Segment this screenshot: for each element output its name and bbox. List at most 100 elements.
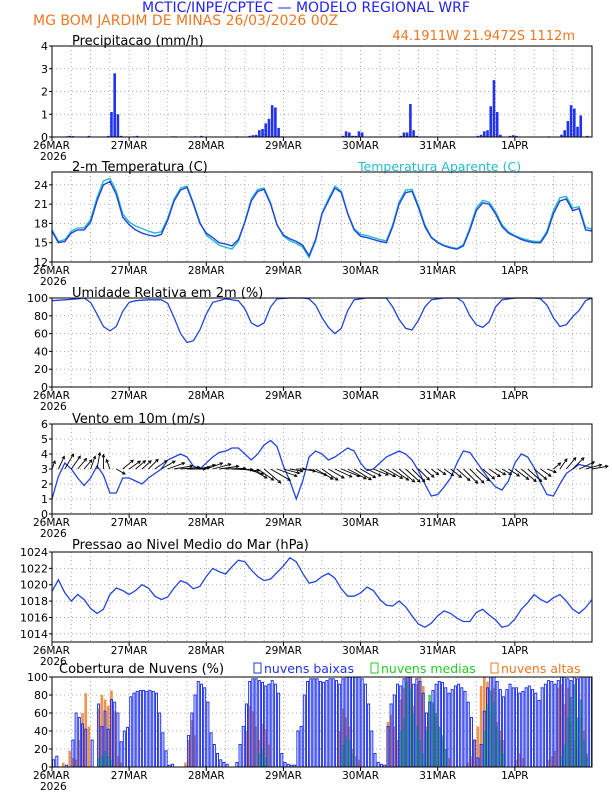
cloud-bar-baixas bbox=[370, 730, 374, 768]
y-tick-label: 1022 bbox=[20, 562, 48, 575]
y-tick-label: 60 bbox=[34, 328, 48, 341]
wind-arrow-head bbox=[137, 460, 142, 465]
x-tick-label: 28MAR bbox=[188, 645, 225, 657]
cloud-bar-altas bbox=[415, 684, 419, 767]
wind-arrow-head bbox=[430, 474, 435, 478]
x-tick-label: 28MAR bbox=[188, 265, 225, 277]
legend-swatch bbox=[370, 662, 379, 674]
cloud-bar-medias bbox=[483, 731, 486, 767]
cloud-bar-altas bbox=[251, 711, 255, 767]
wind-arrow-head bbox=[399, 475, 404, 479]
x-tick-label: 30MAR bbox=[342, 390, 379, 402]
precip-bar bbox=[402, 132, 406, 137]
y-tick-label: 18 bbox=[34, 217, 48, 230]
cloud-bar-baixas bbox=[514, 687, 518, 768]
cloud-bar-baixas bbox=[196, 681, 200, 768]
x-tick-label: 1APR bbox=[501, 770, 529, 782]
cloud-bar-medias bbox=[97, 758, 100, 767]
cloud-bar-altas bbox=[476, 726, 480, 767]
wind-arrow bbox=[553, 462, 561, 470]
wind-arrow-head bbox=[411, 478, 416, 483]
cloud-bar-altas bbox=[100, 695, 104, 767]
wind-arrow bbox=[418, 468, 430, 481]
wind-arrow-head bbox=[340, 475, 345, 479]
cloud-bar-altas bbox=[354, 756, 358, 767]
wind-arrow bbox=[154, 460, 168, 470]
precip-bar bbox=[264, 123, 268, 137]
y-tick-label: 12 bbox=[34, 256, 48, 269]
cloud-bar-altas bbox=[84, 693, 88, 767]
wind-arrow bbox=[572, 457, 585, 470]
cloud-bar-baixas bbox=[457, 683, 461, 768]
precip-bar bbox=[116, 114, 120, 137]
rh-panel: 0 20 40 60 80 100 26MAR 27MAR 28MAR 29MAR 30MAR 31M… bbox=[27, 286, 593, 413]
cloud-bar-altas bbox=[267, 744, 271, 767]
precip-bar bbox=[573, 108, 576, 137]
y-tick-label: 20 bbox=[34, 743, 48, 756]
wind-arrow bbox=[353, 468, 372, 481]
cloud-bar-medias bbox=[434, 713, 438, 767]
cloud-bar-baixas bbox=[90, 739, 94, 768]
y-tick-label: 0 bbox=[41, 761, 48, 774]
cloud-bar-medias bbox=[502, 753, 505, 767]
precip-bar bbox=[492, 80, 496, 137]
y-tick-label: 1 bbox=[41, 108, 48, 121]
clouds-frame bbox=[51, 676, 593, 768]
wind-arrow bbox=[585, 464, 602, 470]
cloud-bar-baixas bbox=[373, 753, 377, 768]
wind-arrow bbox=[341, 468, 360, 477]
cloud-bar-medias bbox=[348, 740, 351, 767]
wind-arrow-head bbox=[101, 453, 106, 458]
wind-arrow-head bbox=[547, 473, 552, 477]
cloud-bar-baixas bbox=[145, 690, 149, 768]
cloud-bar-baixas bbox=[161, 732, 165, 768]
wind-arrow-head bbox=[363, 476, 367, 480]
precip-bar bbox=[274, 107, 277, 137]
wind-arrow bbox=[116, 468, 126, 475]
x-tick-label: 27MAR bbox=[111, 645, 148, 657]
wind-arrow bbox=[392, 468, 409, 481]
cloud-bar-medias bbox=[341, 744, 345, 767]
cloud-bar-baixas bbox=[315, 678, 319, 768]
temp-line bbox=[51, 180, 593, 258]
apparent-temp-line bbox=[51, 177, 593, 260]
legend-swatch bbox=[253, 662, 262, 674]
cloud-bar-medias bbox=[444, 749, 448, 767]
x-tick-label: 31MAR bbox=[419, 770, 456, 782]
cloud-bar-baixas bbox=[222, 762, 226, 768]
cloud-bar-medias bbox=[486, 704, 489, 767]
wind-arrow bbox=[360, 468, 376, 479]
y-tick-label: 1018 bbox=[20, 595, 48, 608]
rh-line bbox=[51, 297, 593, 344]
wind-arrow-head bbox=[572, 456, 577, 461]
wind-arrow-head bbox=[421, 478, 426, 483]
wind-arrow bbox=[373, 468, 389, 476]
cloud-bar-altas bbox=[447, 758, 451, 767]
wind-arrow-head bbox=[181, 461, 186, 466]
precip-bar bbox=[563, 130, 566, 137]
precip-bar bbox=[489, 106, 493, 137]
wind-arrow bbox=[225, 467, 246, 470]
precip-bar bbox=[576, 126, 579, 137]
wind-arrow-head bbox=[329, 476, 334, 480]
wind-arrow-head bbox=[416, 479, 421, 483]
x-tick-label: 27MAR bbox=[111, 390, 148, 402]
wind-arrow bbox=[463, 468, 478, 484]
wind-arrow bbox=[289, 468, 303, 472]
cloud-bar-medias bbox=[492, 702, 496, 767]
y-tick-label: 21 bbox=[34, 198, 48, 211]
x-tick-label: 28MAR bbox=[188, 390, 225, 402]
rh-title: Umidade Relativa em 2m (%) bbox=[72, 286, 263, 301]
precip-bar bbox=[409, 104, 412, 137]
x-tick-label: 31MAR bbox=[419, 140, 456, 152]
wind-arrow bbox=[244, 468, 264, 475]
wind-arrow-head bbox=[97, 451, 102, 456]
cloud-bar-baixas bbox=[357, 676, 361, 768]
precip-bar bbox=[348, 132, 351, 137]
cloud-bar-medias bbox=[100, 756, 104, 767]
wind-arrow bbox=[527, 468, 542, 482]
wind-arrow-head bbox=[334, 477, 339, 481]
x-tick-label: 29MAR bbox=[265, 517, 302, 529]
precip-bar bbox=[499, 134, 502, 137]
